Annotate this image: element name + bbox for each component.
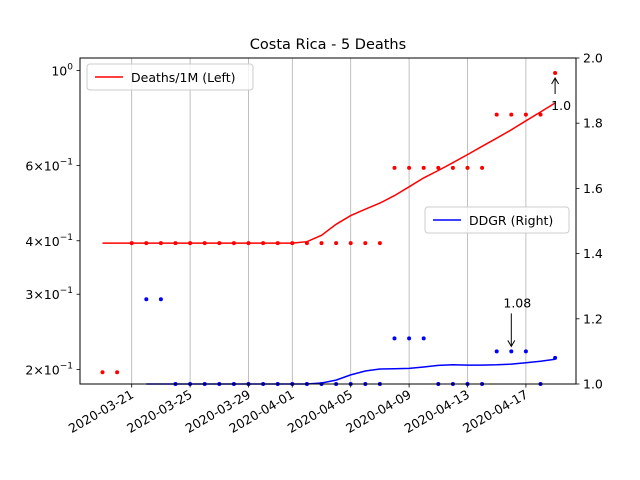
series-0-point (158, 241, 163, 246)
series-0-point (436, 165, 441, 170)
left-y-tick-label: 100 (51, 63, 73, 79)
right-y-tick-label: 1.4 (583, 246, 603, 261)
series-1-point (421, 336, 426, 341)
series-0-point (231, 241, 236, 246)
series-0-point (450, 165, 455, 170)
series-0-point (261, 241, 266, 246)
legend-frame (86, 63, 254, 91)
legend-1: DDGR (Right) (424, 206, 570, 234)
series-0-point (421, 165, 426, 170)
series-0-point (553, 71, 558, 75)
right-y-tick-label: 1.2 (583, 311, 603, 326)
series-1-point (553, 355, 558, 360)
annotations-layer: 1.0 1.08 (503, 77, 571, 348)
legend-frame (424, 206, 570, 234)
annotation-label: 1.0 (551, 98, 571, 113)
series-0-point (246, 241, 251, 246)
series-0-point (319, 241, 324, 246)
legend-label: Deaths/1M (Left) (131, 70, 236, 85)
series-0-point (377, 241, 382, 246)
series-0-point (538, 112, 543, 117)
series-1-point (494, 349, 499, 354)
annotation-label: 1.08 (503, 295, 531, 310)
series-1-point (392, 336, 397, 341)
series-0-point (465, 165, 470, 170)
series-1-point (523, 349, 528, 354)
series-0-point (100, 370, 105, 375)
left-y-tick-label: 4×10−1 (25, 233, 73, 249)
series-0-point (202, 241, 207, 246)
right-y-tick-label: 1.6 (583, 181, 603, 196)
series-1-point (407, 336, 412, 341)
series-0-point (217, 241, 222, 246)
left-y-tick-label: 6×10−1 (25, 157, 73, 173)
series-0-point (348, 241, 353, 246)
series-0-point (523, 112, 528, 117)
right-y-tick-label: 1.8 (583, 116, 603, 131)
annotation-arrowhead (507, 340, 516, 348)
series-0-point (392, 165, 397, 170)
left-y-tick-label: 3×10−1 (25, 286, 73, 302)
series-0-point (290, 241, 295, 246)
series-0-point (509, 112, 514, 117)
right-y-tick-label: 1.0 (583, 377, 603, 392)
series-1-point (509, 349, 514, 354)
series-1-point (144, 297, 149, 302)
series-0-point (275, 241, 280, 246)
series-0-point (334, 241, 339, 246)
series-0-point (129, 241, 134, 246)
series-0-point (173, 241, 178, 246)
series-0-line (102, 102, 556, 244)
legends-layer: Deaths/1M (Left) DDGR (Right) (86, 63, 570, 234)
legend-0: Deaths/1M (Left) (86, 63, 254, 91)
left-y-tick-label: 2×10−1 (25, 362, 73, 378)
series-0-point (480, 165, 485, 170)
series-0-point (304, 241, 309, 246)
right-y-tick-label: 2.0 (583, 51, 603, 66)
series-0-point (115, 370, 120, 375)
series-0-point (363, 241, 368, 246)
series-0-point (188, 241, 193, 246)
series-1-point (158, 297, 163, 302)
plot-frame (79, 57, 577, 385)
annotation-arrowhead (551, 77, 560, 85)
series-0-point (144, 241, 149, 246)
series-0-point (407, 165, 412, 170)
chart-title: Costa Rica - 5 Deaths (250, 37, 406, 53)
series-0-point (494, 112, 499, 117)
legend-label: DDGR (Right) (469, 213, 553, 228)
